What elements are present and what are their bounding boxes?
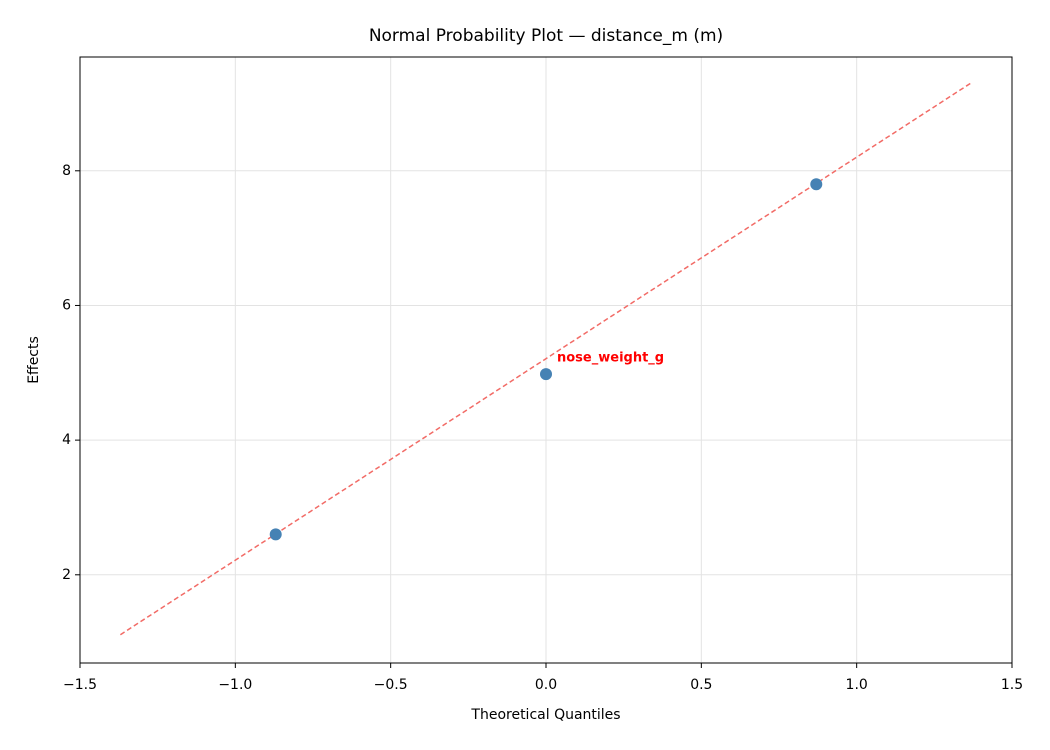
chart-title: Normal Probability Plot — distance_m (m) [369,26,723,46]
point [269,528,282,541]
x-tick-label: −1.0 [218,677,252,693]
x-tick-label: 0.5 [690,677,712,693]
x-tick-label: 1.5 [1001,677,1023,693]
x-axis-label: Theoretical Quantiles [470,707,620,723]
y-tick-label: 4 [62,432,71,448]
y-tick-label: 2 [62,567,71,583]
x-tick-label: −0.5 [374,677,408,693]
y-axis-label: Effects [26,336,42,384]
x-tick-label: −1.5 [63,677,97,693]
reference-line [119,81,973,636]
y-tick-label: 6 [62,297,71,313]
point [810,178,823,191]
point-label: nose_weight_g [557,351,664,366]
y-tick-label: 8 [62,163,71,179]
x-tick-label: 1.0 [846,677,868,693]
point [540,368,552,381]
x-tick-label: 0.0 [535,677,557,693]
plot-frame [79,56,1013,664]
